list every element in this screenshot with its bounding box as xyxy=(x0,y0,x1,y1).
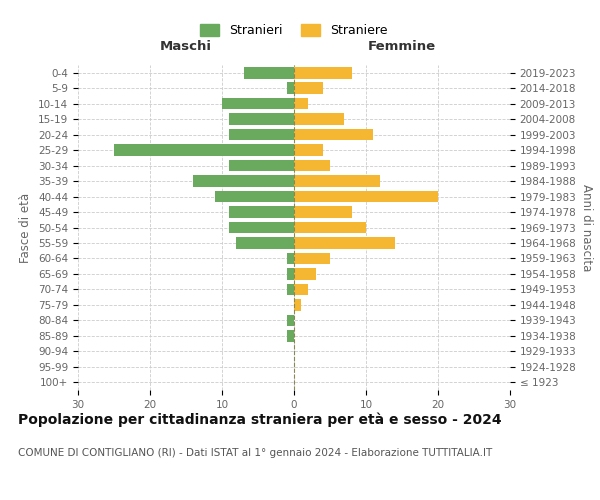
Bar xyxy=(236,237,294,249)
Bar xyxy=(294,190,438,202)
Bar xyxy=(294,222,366,234)
Bar xyxy=(294,82,323,94)
Bar xyxy=(222,98,294,110)
Bar xyxy=(229,114,294,125)
Bar xyxy=(294,299,301,310)
Bar xyxy=(244,67,294,78)
Bar xyxy=(294,268,316,280)
Bar xyxy=(215,190,294,202)
Text: Femmine: Femmine xyxy=(368,40,436,52)
Bar xyxy=(287,252,294,264)
Bar xyxy=(294,206,352,218)
Text: Popolazione per cittadinanza straniera per età e sesso - 2024: Popolazione per cittadinanza straniera p… xyxy=(18,412,502,427)
Bar xyxy=(287,268,294,280)
Bar xyxy=(294,252,330,264)
Y-axis label: Fasce di età: Fasce di età xyxy=(19,192,32,262)
Bar xyxy=(294,144,323,156)
Bar xyxy=(294,284,308,295)
Bar xyxy=(294,129,373,140)
Bar xyxy=(294,176,380,187)
Bar xyxy=(287,284,294,295)
Y-axis label: Anni di nascita: Anni di nascita xyxy=(580,184,593,271)
Bar xyxy=(294,67,352,78)
Text: Maschi: Maschi xyxy=(160,40,212,52)
Bar xyxy=(229,129,294,140)
Bar xyxy=(287,82,294,94)
Bar xyxy=(294,160,330,172)
Bar xyxy=(287,330,294,342)
Bar xyxy=(193,176,294,187)
Legend: Stranieri, Straniere: Stranieri, Straniere xyxy=(196,19,392,42)
Bar xyxy=(229,160,294,172)
Bar xyxy=(114,144,294,156)
Bar xyxy=(229,222,294,234)
Bar xyxy=(294,237,395,249)
Bar xyxy=(287,314,294,326)
Bar xyxy=(294,114,344,125)
Bar xyxy=(294,98,308,110)
Text: COMUNE DI CONTIGLIANO (RI) - Dati ISTAT al 1° gennaio 2024 - Elaborazione TUTTIT: COMUNE DI CONTIGLIANO (RI) - Dati ISTAT … xyxy=(18,448,492,458)
Bar xyxy=(229,206,294,218)
